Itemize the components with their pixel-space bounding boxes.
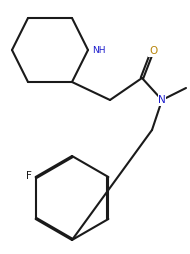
Text: F: F xyxy=(26,171,32,181)
Text: O: O xyxy=(149,46,157,56)
Text: NH: NH xyxy=(92,45,105,55)
Text: N: N xyxy=(158,95,166,105)
